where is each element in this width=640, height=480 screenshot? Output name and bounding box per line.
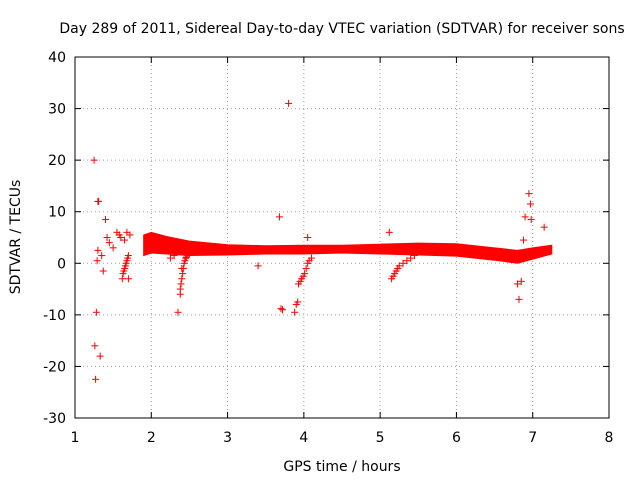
y-tick-label: -30 bbox=[43, 411, 66, 427]
data-point bbox=[102, 215, 110, 223]
data-point bbox=[520, 236, 528, 244]
axis-ticks bbox=[74, 56, 610, 419]
data-point bbox=[184, 252, 192, 260]
data-point bbox=[124, 275, 132, 283]
data-point bbox=[307, 254, 315, 262]
y-tick-label: -20 bbox=[43, 359, 66, 375]
data-point bbox=[117, 234, 125, 241]
data-point bbox=[302, 264, 310, 272]
data-point bbox=[177, 280, 185, 288]
y-axis-label: SDTVAR / TECUs bbox=[8, 180, 24, 295]
data-point bbox=[275, 213, 283, 221]
data-point bbox=[526, 200, 534, 208]
y-tick-label: 20 bbox=[48, 153, 66, 169]
data-point bbox=[304, 234, 312, 241]
data-point bbox=[124, 252, 132, 260]
x-tick-label: 6 bbox=[452, 430, 461, 446]
data-point bbox=[185, 250, 193, 258]
data-point bbox=[278, 306, 286, 314]
data-point bbox=[291, 308, 299, 316]
y-tick-label: -10 bbox=[43, 308, 66, 324]
data-point bbox=[92, 375, 100, 383]
data-point bbox=[105, 239, 113, 247]
data-point bbox=[109, 244, 117, 252]
data-point bbox=[395, 262, 403, 270]
data-point bbox=[91, 342, 99, 350]
data-point bbox=[178, 275, 186, 283]
data-point bbox=[301, 270, 309, 278]
data-point bbox=[179, 264, 187, 272]
x-tick-label: 2 bbox=[147, 430, 156, 446]
data-point bbox=[90, 156, 98, 164]
data-point bbox=[407, 254, 415, 262]
data-point bbox=[99, 267, 107, 275]
y-tick-label: 40 bbox=[48, 50, 66, 66]
data-point bbox=[525, 190, 533, 198]
plot-frame bbox=[74, 56, 610, 419]
y-tick-label: 10 bbox=[48, 205, 66, 221]
data-point bbox=[254, 262, 262, 270]
data-point bbox=[540, 223, 548, 231]
data-point bbox=[170, 252, 178, 260]
data-point bbox=[294, 298, 302, 306]
data-point bbox=[410, 252, 418, 260]
x-tick-labels: 1 2 3 4 5 6 7 8 bbox=[71, 430, 614, 446]
data-point bbox=[277, 305, 285, 313]
data-point bbox=[121, 236, 129, 244]
data-point bbox=[174, 308, 182, 316]
data-point bbox=[179, 270, 187, 278]
data-point bbox=[521, 213, 529, 221]
x-tick-label: 4 bbox=[299, 430, 308, 446]
data-point bbox=[517, 277, 525, 285]
data-point bbox=[182, 253, 190, 261]
data-point bbox=[527, 215, 535, 223]
data-point bbox=[103, 234, 111, 241]
data-point bbox=[96, 352, 104, 360]
x-axis-label: GPS time / hours bbox=[283, 459, 400, 475]
band-area bbox=[143, 231, 553, 264]
data-point bbox=[126, 231, 134, 239]
data-point bbox=[179, 244, 187, 252]
chart-title: Day 289 of 2011, Sidereal Day-to-day VTE… bbox=[59, 21, 624, 37]
x-tick-label: 1 bbox=[71, 430, 80, 446]
data-point bbox=[166, 254, 174, 262]
data-point bbox=[92, 308, 100, 316]
data-point bbox=[176, 285, 184, 293]
data-point bbox=[118, 275, 126, 283]
x-tick-label: 3 bbox=[223, 430, 232, 446]
x-tick-label: 7 bbox=[528, 430, 537, 446]
data-point bbox=[285, 99, 293, 107]
data-point bbox=[98, 252, 106, 260]
data-band bbox=[143, 231, 553, 264]
data-point bbox=[95, 197, 103, 205]
data-point bbox=[385, 228, 393, 236]
grid-lines bbox=[75, 57, 609, 418]
scatter-points bbox=[90, 99, 548, 383]
data-point bbox=[399, 259, 407, 267]
data-point bbox=[94, 246, 102, 254]
x-tick-label: 5 bbox=[376, 430, 385, 446]
x-tick-label: 8 bbox=[605, 430, 614, 446]
data-point bbox=[515, 295, 523, 303]
data-point bbox=[93, 257, 101, 265]
y-tick-label: 30 bbox=[48, 102, 66, 118]
y-tick-labels: -30 -20 -10 0 10 20 30 40 bbox=[43, 50, 66, 427]
y-tick-label: 0 bbox=[57, 256, 66, 272]
data-point bbox=[403, 257, 411, 265]
data-point bbox=[513, 280, 521, 288]
